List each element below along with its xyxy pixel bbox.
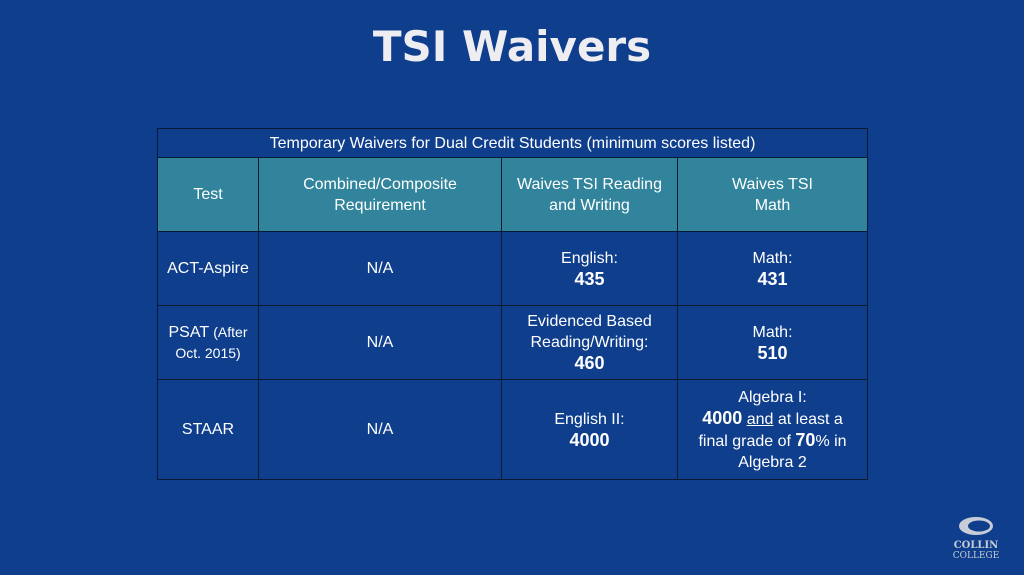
- college-logo: COLLIN COLLEGE: [940, 516, 1012, 561]
- test-cell: ACT-Aspire: [157, 231, 259, 306]
- connector: and: [746, 410, 774, 428]
- math-cell: Math: 510: [676, 305, 869, 380]
- test-name: STAAR: [181, 421, 235, 438]
- table-row: PSAT (After Oct. 2015) N/A Evidenced Bas…: [157, 305, 869, 380]
- reading-cell: Evidenced Based Reading/Writing: 460: [501, 305, 678, 380]
- score-label: Evidenced Based Reading/Writing:: [527, 313, 652, 351]
- logo-line: COLLIN: [953, 540, 999, 551]
- header-cell: Test: [157, 157, 259, 232]
- score: 4000: [702, 407, 743, 428]
- score-label: Algebra I:: [738, 388, 807, 406]
- composite-cell: N/A: [258, 231, 502, 306]
- requirement: 4000 and at least a final grade of 70% i…: [698, 408, 848, 473]
- test-note: (After Oct. 2015): [175, 323, 248, 361]
- score: 435: [574, 268, 605, 289]
- reading-cell: English: 435: [501, 231, 678, 306]
- waiver-table: Temporary Waivers for Dual Credit Studen…: [156, 128, 869, 480]
- header-cell: Combined/Composite Requirement: [258, 157, 502, 232]
- score: 460: [574, 353, 605, 373]
- requirement-text: at least a final grade of: [698, 410, 843, 450]
- header-cell: Waives TSI Math: [676, 157, 869, 232]
- composite-cell: N/A: [258, 379, 502, 480]
- test-name: PSAT: [168, 323, 209, 341]
- score: 4000: [569, 429, 610, 450]
- score-label: English:: [561, 249, 618, 267]
- header-text: Waives TSI Reading and Writing: [517, 175, 662, 214]
- score: 431: [757, 268, 788, 289]
- header-text: Combined/Composite Requirement: [303, 175, 457, 214]
- caption-row: Temporary Waivers for Dual Credit Studen…: [156, 128, 869, 158]
- logo-mark: [959, 517, 993, 535]
- table-caption: Temporary Waivers for Dual Credit Studen…: [156, 128, 869, 158]
- test-name: ACT-Aspire: [167, 260, 249, 277]
- header-cell: Waives TSI Reading and Writing: [501, 157, 678, 232]
- header-row: Test Combined/Composite Requirement Waiv…: [157, 157, 869, 232]
- cell-text: N/A: [366, 334, 394, 351]
- test-cell: STAAR: [157, 379, 259, 480]
- table-row: ACT-Aspire N/A English: 435 Math: 431: [157, 231, 869, 306]
- slide-title: TSI Waivers: [372, 22, 652, 71]
- header-text: Waives TSI Math: [732, 175, 813, 214]
- logo-line: COLLEGE: [952, 551, 1000, 561]
- math-cell: Math: 431: [676, 231, 869, 306]
- cell-text: N/A: [366, 421, 394, 438]
- grade-suffix: % in Algebra 2: [738, 432, 847, 471]
- score-label: Math:: [752, 323, 793, 341]
- score-label: English II:: [554, 410, 625, 428]
- score-label: Math:: [752, 249, 793, 267]
- grade: 70: [795, 429, 816, 450]
- score: 510: [757, 342, 788, 363]
- cell-text: N/A: [366, 260, 394, 277]
- math-cell: Algebra I: 4000 and at least a final gra…: [676, 379, 869, 480]
- composite-cell: N/A: [258, 305, 502, 380]
- table-row: STAAR N/A English II: 4000 Algebra I: 400…: [157, 379, 869, 480]
- reading-cell: English II: 4000: [501, 379, 678, 480]
- test-cell: PSAT (After Oct. 2015): [157, 305, 259, 380]
